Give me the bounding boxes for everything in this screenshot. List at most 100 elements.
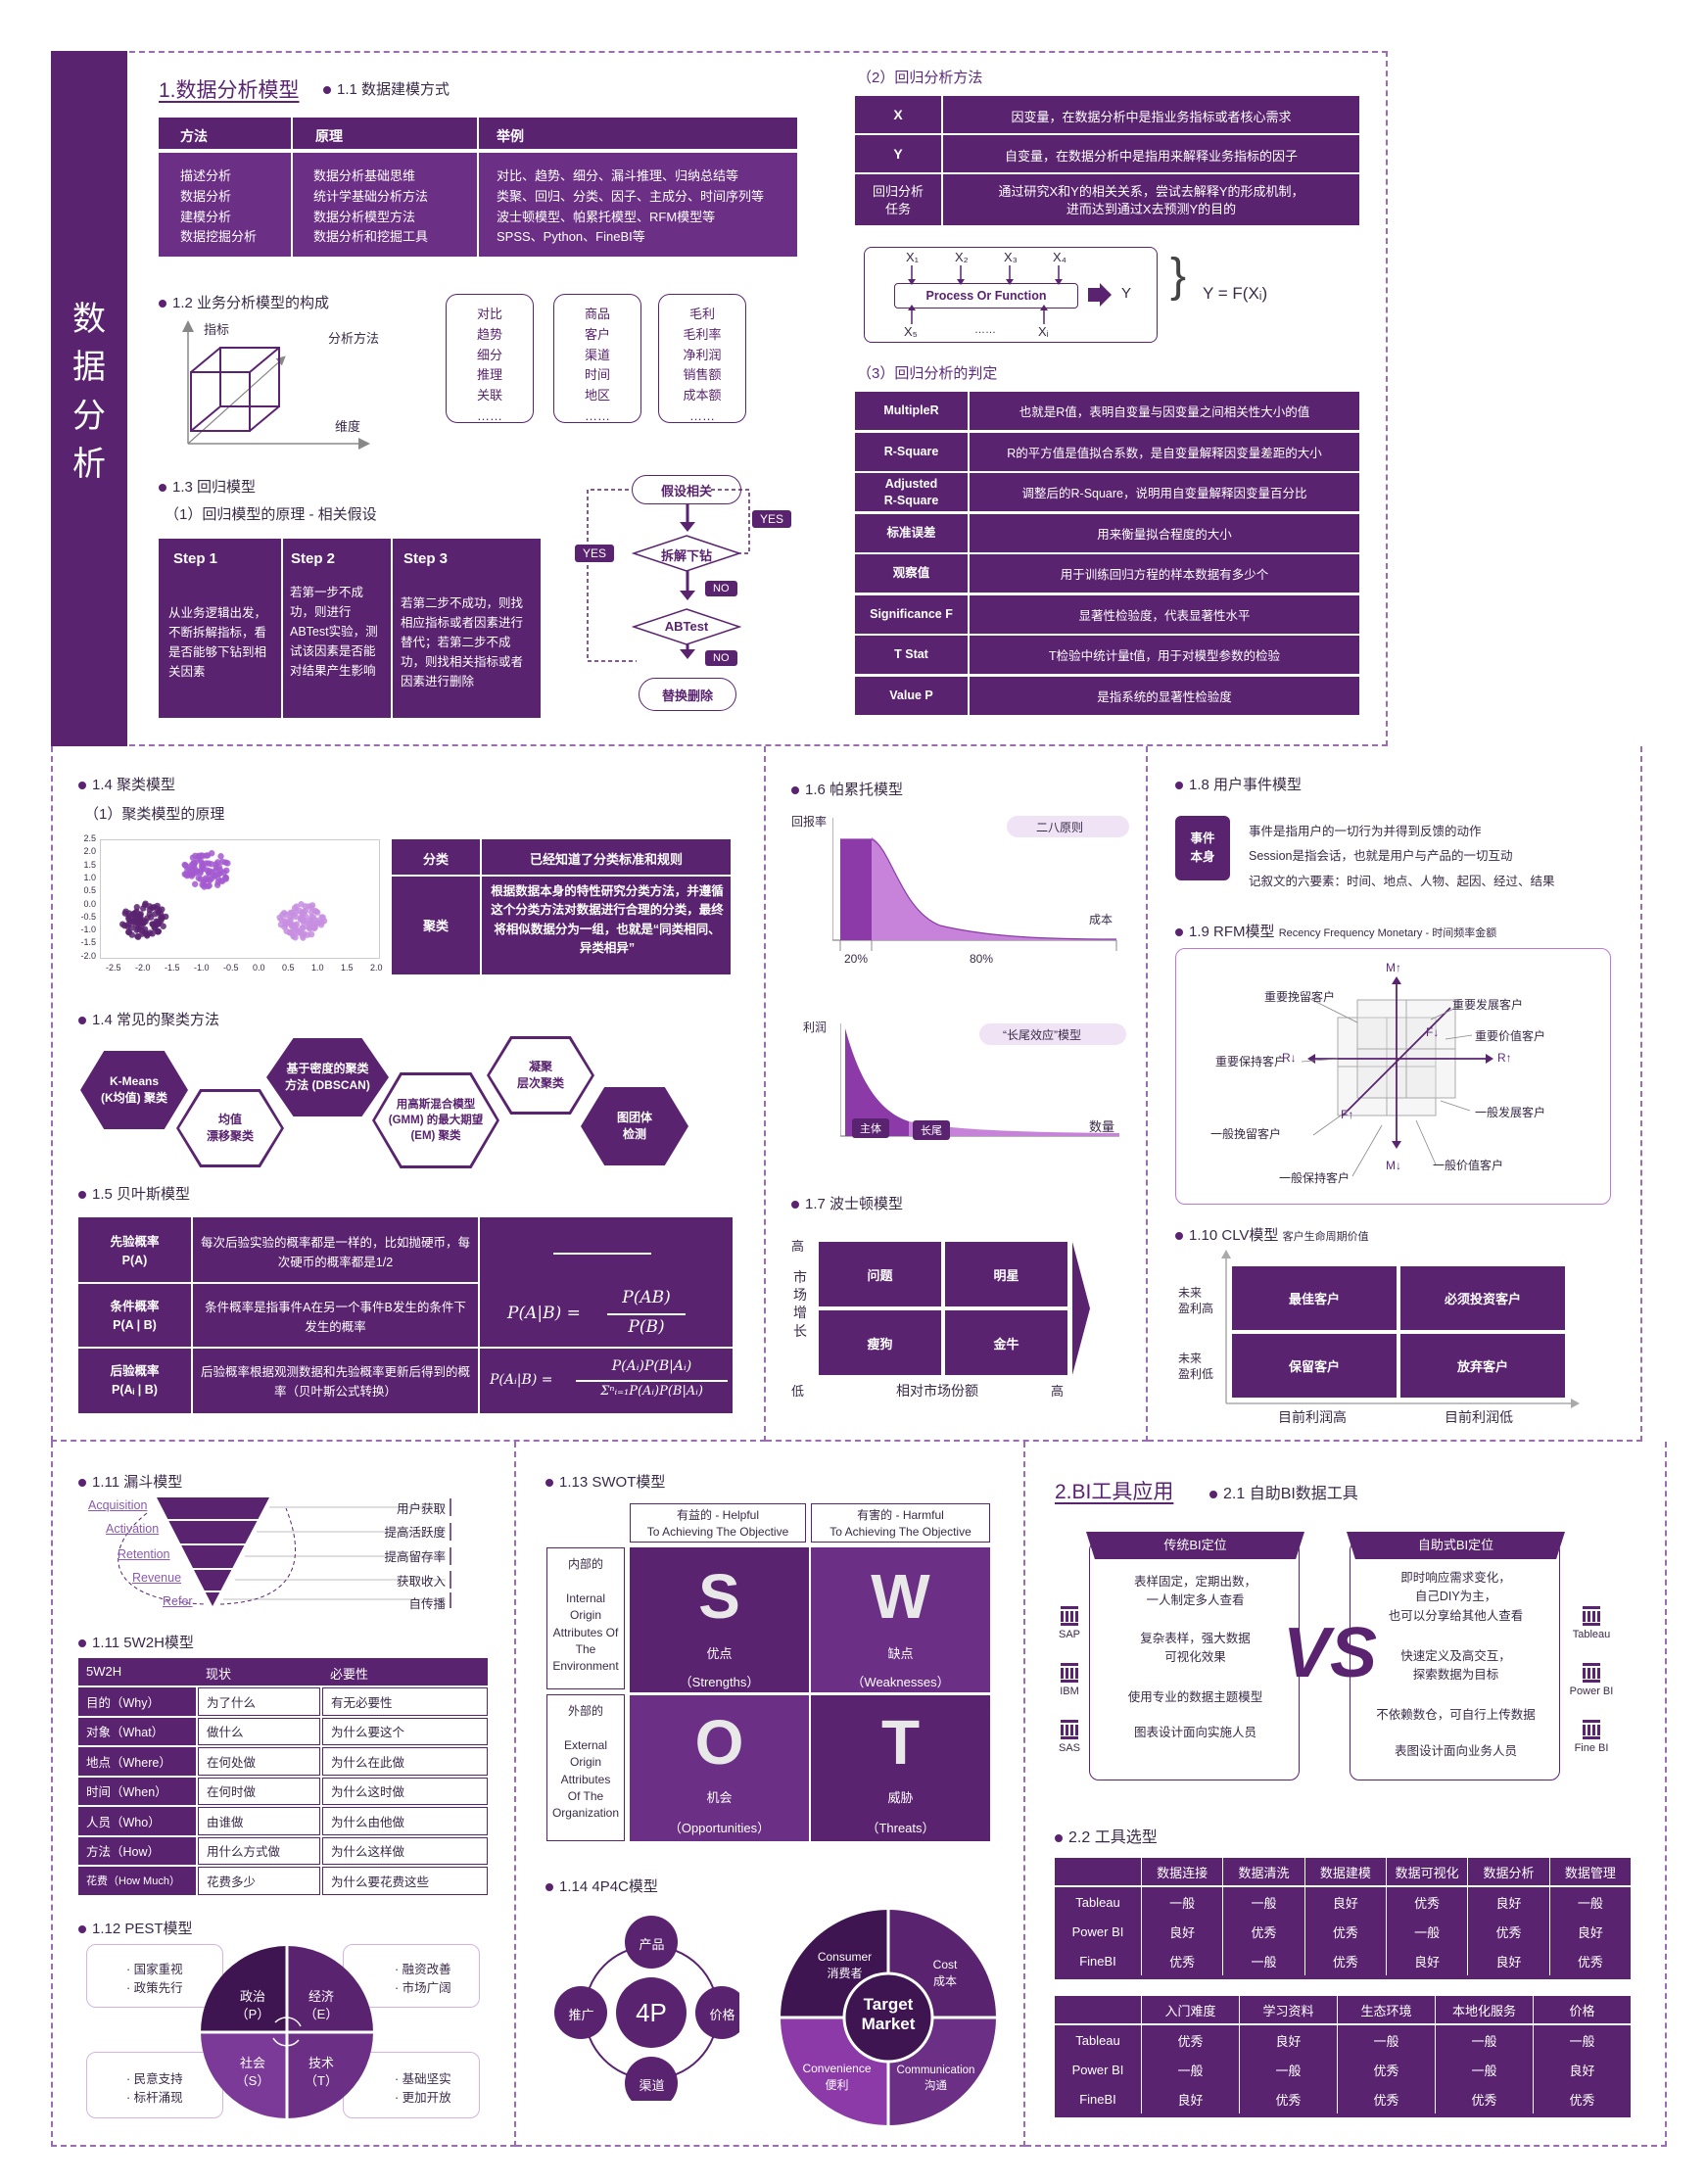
cluster-y-ticks: 2.5 2.0 1.5 1.0 0.5 0.0 -0.5 -1.0 -1.5 -2.0 — [76, 833, 96, 963]
box-item: …… — [585, 407, 610, 423]
cluster-point — [195, 855, 202, 863]
table-cell: 优秀 — [1435, 2084, 1533, 2113]
cluster-scatter-chart: 2.5 2.0 1.5 1.0 0.5 0.0 -0.5 -1.0 -1.5 -2.0 -2.5-… — [76, 833, 383, 974]
box-item: 推理 — [476, 367, 502, 383]
row-y-key: Y — [893, 146, 903, 162]
example-item: 波士顿模型、帕累托模型、RFM模型等 — [497, 209, 716, 224]
funnel-chart — [118, 1497, 451, 1608]
cluster-point — [149, 904, 156, 912]
cluster-point — [306, 917, 313, 924]
four-c-communication: Communication 沟通 — [896, 2065, 975, 2093]
table-cell: 优秀 — [1239, 2084, 1337, 2113]
four-p-product: 产品 — [639, 1937, 665, 1952]
swot-t-cn: 威胁 — [887, 1790, 914, 1805]
cluster-points — [119, 850, 328, 941]
swot-weaknesses: W 缺点 （Weaknesses） — [811, 1547, 990, 1692]
flow-yes-right: YES — [752, 510, 792, 528]
x-tick: -2.0 — [135, 963, 151, 973]
vs-mark: VS — [1283, 1614, 1378, 1692]
tool-item: ⌂ Tableau — [1562, 1606, 1621, 1640]
swot-w-letter: W — [871, 1561, 930, 1632]
cluster-point — [128, 918, 136, 926]
cluster-point — [215, 871, 223, 878]
axis-label-method: 分析方法 — [328, 331, 380, 346]
table-cell: 良好 — [1548, 1917, 1631, 1946]
cluster-point — [291, 924, 298, 931]
table-5w2h-cell: 地点（Where） — [78, 1747, 196, 1776]
frame-bi — [1025, 1442, 1667, 2147]
side-title: 数 据 分 析 — [72, 301, 106, 483]
cluster-plot-area — [100, 839, 380, 959]
judgment-row: R-Square R的平方值是值拟合系数，是自变量解释因变量差距的大小 — [855, 432, 1359, 471]
rfm-label-7: 一般价值客户 — [1433, 1159, 1504, 1172]
judgment-key: Adjusted R-Square — [883, 477, 939, 507]
table-cell: 优秀 — [1337, 2055, 1435, 2084]
y-tick: -2.0 — [80, 950, 96, 961]
four-c-diagram — [779, 1908, 998, 2127]
bcg-question: 问题 — [819, 1242, 941, 1306]
clv-yhigh: 未来 盈利高 — [1178, 1286, 1214, 1315]
judgment-row: T Stat T检验中统计量t值，用于对模型参数的检验 — [855, 636, 1359, 674]
swot-w-cn: 缺点 — [887, 1646, 914, 1661]
funnel-step: 用户获取 — [396, 1502, 446, 1516]
y-tick: 0.0 — [83, 898, 96, 909]
tool-label: SAS — [1058, 1742, 1080, 1754]
table-cell: 优秀 — [1337, 2084, 1435, 2113]
flow-node-drilldown-label: 拆解下钻 — [660, 548, 712, 563]
table-th: 本地化服务 — [1435, 1996, 1533, 2023]
x-tick: -1.5 — [165, 963, 180, 973]
tool-label: Fine BI — [1574, 1742, 1609, 1754]
swot-w-en: （Weaknesses） — [851, 1675, 950, 1689]
tool-item: ⌂ Fine BI — [1562, 1720, 1621, 1754]
frame-funnel — [51, 1442, 516, 2147]
cluster-point — [202, 877, 209, 883]
method-graph-community: 图团体 检测 — [581, 1087, 688, 1165]
table-5w2h-cell: 为什么要花费这些 — [322, 1867, 488, 1895]
cluster-point — [218, 878, 226, 884]
section-1-4-title: 1.4 聚类模型 — [78, 774, 175, 794]
swot-harmful-header: 有害的 - Harmful To Achieving The Objective — [811, 1503, 990, 1543]
box-item: 渠道 — [584, 347, 610, 362]
cluster-point — [152, 910, 159, 918]
clv-xhigh: 目前利润高 — [1278, 1409, 1347, 1425]
bank-icon: ⌂ — [1583, 1720, 1600, 1739]
conditional-key: 条件概率 P(A | B) — [110, 1300, 160, 1333]
pareto-xlabel: 成本 — [1089, 913, 1114, 926]
four-p-price: 价格 — [709, 2008, 735, 2022]
tool-item: ⌂ SAP — [1055, 1606, 1084, 1640]
conditional-formula: P(A|B) = P(AB) P(B) — [490, 1288, 725, 1343]
judgment-value: 是指系统的显著性检验度 — [1097, 689, 1232, 704]
swot-o-letter: O — [694, 1707, 744, 1778]
target-market: Target Market — [861, 1995, 916, 2034]
swot-t-en: （Threats） — [866, 1821, 935, 1835]
four-p-diagram — [554, 1916, 739, 2101]
regression-equation: Y = F(Xᵢ) — [1203, 284, 1268, 303]
method-gmm-outer: 用高斯混合模型 (GMM) 的最大期望 (EM) 聚类 — [372, 1072, 499, 1168]
step-3-body: 若第二步不成功，则找相应指标或者因素进行替代；若第二步不成功，则找相关指标或者因… — [401, 596, 524, 688]
judgment-key: T Stat — [894, 647, 928, 662]
table-cell: Power BI — [1071, 1923, 1124, 1939]
pest-social: 社会 （S） — [235, 2056, 270, 2088]
th-example: 举例 — [497, 128, 524, 144]
box-item: 客户 — [584, 326, 610, 342]
clv-ylow: 未来 盈利低 — [1178, 1352, 1214, 1381]
cluster-point — [291, 905, 299, 912]
method-dbscan: 基于密度的聚类 方法 (DBSCAN) — [266, 1038, 389, 1116]
tool-item: ⌂ SAS — [1055, 1720, 1084, 1754]
formula1-lhs: P(A|B) = — [507, 1304, 581, 1323]
table-bg — [1055, 1858, 1631, 1979]
cluster-point — [128, 931, 135, 938]
swot-o-en: （Opportunities） — [668, 1821, 771, 1835]
x-tick: 0.0 — [253, 963, 265, 973]
th-method: 方法 — [180, 128, 208, 144]
axis-label-dimension: 维度 — [335, 419, 361, 434]
table-cell: 良好 — [1386, 1946, 1467, 1975]
bank-icon: ⌂ — [1061, 1720, 1078, 1739]
rfm-r-down: R↓ — [1282, 1051, 1297, 1065]
x-tick: 2.0 — [370, 963, 383, 973]
regression-judgment-table: MultipleR 也就是R值，表明自变量与因变量之间相关性大小的值 R-Squar… — [855, 392, 1359, 717]
row-task: 回归分析 任务 通过研究X和Y的相关关系，尝试去解释Y的形成机制， 进而达到通过… — [855, 174, 1359, 225]
table-5w2h-cell: 对象（What） — [78, 1717, 196, 1745]
rfm-label-6: 一般保持客户 — [1279, 1171, 1351, 1185]
pareto-tag: 二八原则 — [1007, 816, 1129, 837]
